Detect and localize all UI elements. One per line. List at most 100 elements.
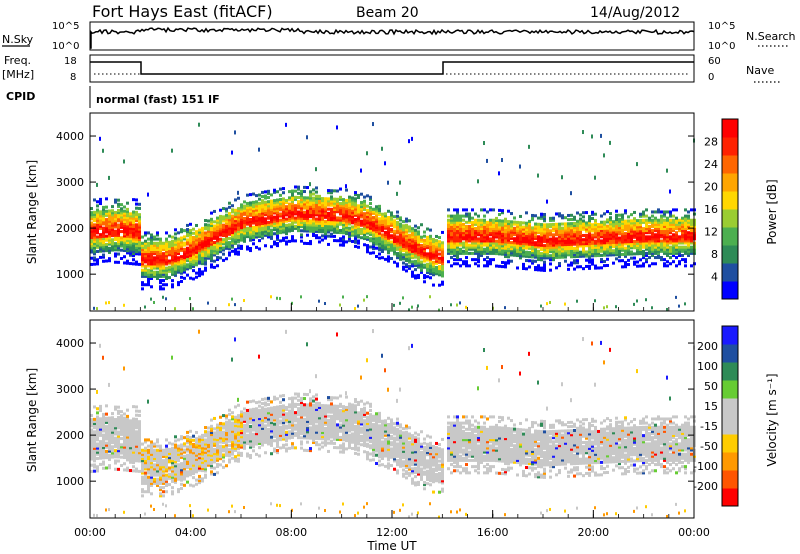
power-cell [432,262,435,266]
velocity-cell [105,433,108,437]
power-cell [501,211,504,215]
power-cell [90,213,93,217]
power-cell [606,226,609,230]
power-cell [606,305,608,309]
power-cell [546,231,549,235]
power-cell [672,218,675,222]
power-cell [558,228,561,232]
power-cell [129,251,132,255]
power-cell [318,194,321,198]
velocity-cell [117,432,120,436]
power-cell [621,242,624,246]
power-cell [633,227,636,231]
power-cell [150,272,153,276]
power-cell [198,243,201,247]
power-cell [165,297,167,301]
power-cell [159,260,162,264]
velocity-cell [180,451,183,455]
power-cell [159,247,162,251]
power-cell [558,233,561,237]
power-cell [348,220,351,224]
power-cell [261,228,264,232]
velocity-cell [117,455,120,459]
velocity-cell [168,449,171,453]
power-cell [429,255,432,259]
power-cell [105,218,108,222]
power-cell [333,220,336,224]
power-cell [543,225,546,229]
power-cell [600,247,603,251]
power-cell [237,213,240,217]
power-cell [144,270,147,274]
power-cell [378,238,381,242]
power-cell [498,248,501,252]
power-cell [309,211,312,215]
velocity-cell [90,440,93,444]
power-cell [573,261,576,265]
power-cell [99,212,102,216]
power-cell [492,245,495,249]
power-cell [285,227,288,231]
power-cell [225,240,228,244]
power-cell [405,230,408,234]
velocity-cell [105,435,108,439]
power-cell [570,253,573,257]
power-cell [387,232,390,236]
power-cell [591,246,594,250]
power-cell [186,259,189,263]
power-cell [360,227,363,231]
power-cell [474,212,477,216]
velocity-cell [168,456,171,460]
power-cell [375,211,378,215]
power-cell [684,218,687,222]
power-cell [558,224,561,228]
power-cell [603,230,606,234]
power-cell [396,239,399,243]
power-cell [99,247,102,251]
power-cell [615,249,618,253]
power-cell [426,246,429,250]
power-cell [135,237,138,241]
power-cell [564,247,567,251]
power-cell [408,252,411,256]
power-cell [591,258,594,262]
velocity-cell [168,447,171,451]
power-cell [96,210,99,214]
power-cell [144,264,147,268]
power-cell [642,256,645,260]
power-cell [654,224,657,228]
power-cell [348,210,351,214]
power-cell [354,201,357,205]
power-cell [576,242,579,246]
power-cell [573,228,576,232]
power-cell [195,271,198,275]
power-cell [567,230,570,234]
power-cell [222,252,225,256]
power-cell [246,210,249,214]
power-cell [564,224,567,228]
power-cell [306,198,309,202]
power-cell [393,221,396,225]
power-cell [510,230,513,234]
power-cell [219,223,222,227]
power-cell [417,259,420,263]
power-cell [285,219,288,223]
power-cell [627,215,630,219]
power-cell [174,273,177,277]
power-cell [105,213,108,217]
power-cell [105,226,108,230]
power-cell [189,260,192,264]
power-cell [345,230,348,234]
power-cell [441,262,444,266]
power-cell [654,220,657,224]
power-cell [390,213,393,217]
power-cell [342,231,345,235]
power-cell [606,247,609,251]
power-cell [495,231,498,235]
power-cell [513,230,516,234]
power-cell [108,232,111,236]
power-cell [330,201,333,205]
power-cell [195,257,198,261]
power-cell [198,251,201,255]
velocity-cell [171,448,174,452]
